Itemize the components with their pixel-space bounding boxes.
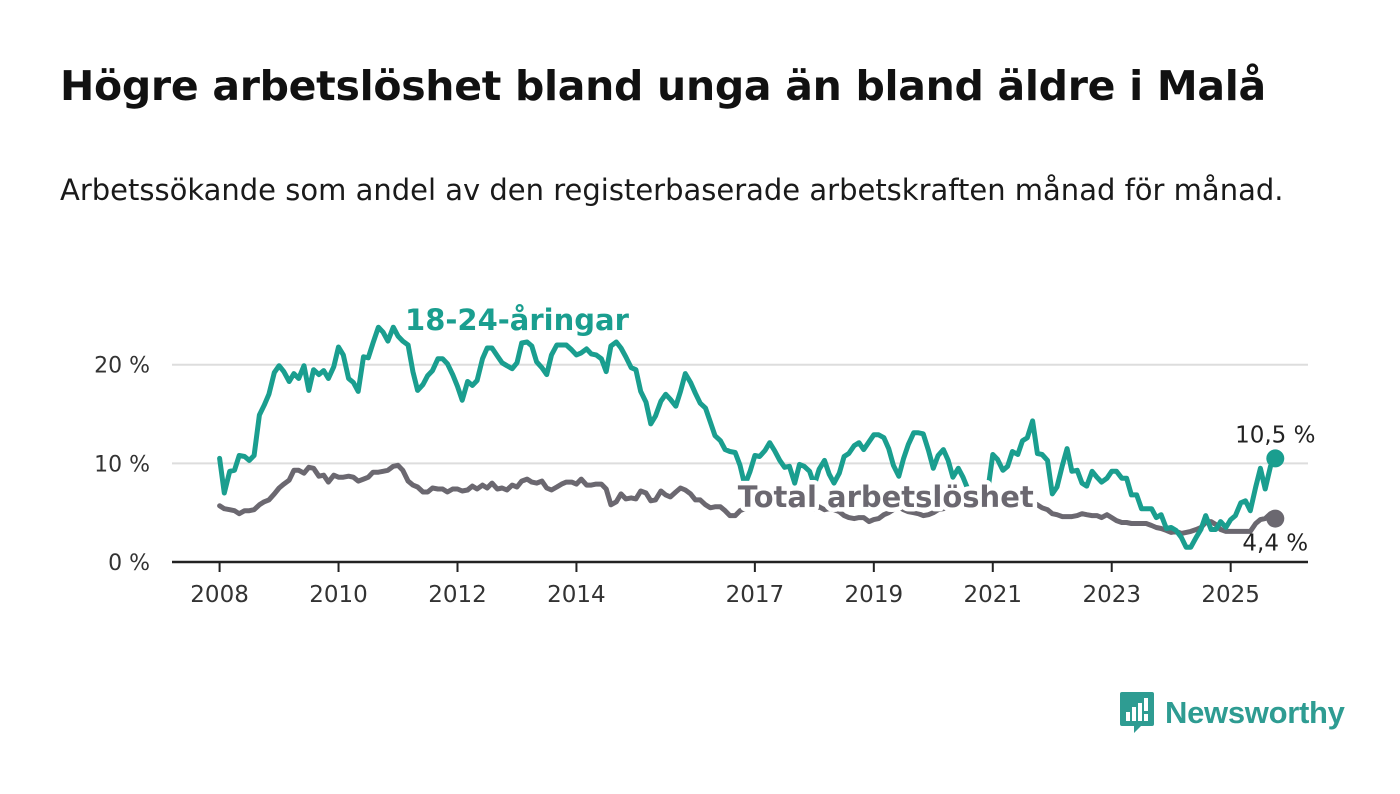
series-end-point xyxy=(1266,449,1285,468)
x-tick-label: 2021 xyxy=(964,582,1023,608)
brand-logo[interactable]: Newsworthy xyxy=(1119,690,1345,736)
series-lines xyxy=(217,324,1278,550)
series-label: 18-24-åringar xyxy=(405,303,630,337)
x-tick-label: 2008 xyxy=(190,582,249,608)
series-line xyxy=(217,324,1278,550)
x-tick-label: 2023 xyxy=(1082,582,1141,608)
y-axis-ticks: 0 % 10 % 20 % xyxy=(94,354,150,576)
x-tick-label: 2017 xyxy=(726,582,785,608)
series-label-halo: 18-24-åringar xyxy=(405,303,630,337)
series-end-point xyxy=(1266,509,1285,528)
end-value-label: 10,5 % xyxy=(1235,422,1315,448)
series-line xyxy=(217,462,1278,536)
x-axis: 2008 2010 2012 2014 2017 2019 2021 2023 2025 xyxy=(172,560,1308,608)
grid-lines xyxy=(172,363,1308,465)
end-value-label: 4,4 % xyxy=(1242,531,1308,557)
x-tick-label: 2012 xyxy=(428,582,487,608)
series-label: Total arbetslöshet xyxy=(738,480,1034,514)
y-tick-label: 10 % xyxy=(94,452,150,477)
x-tick-label: 2019 xyxy=(845,582,904,608)
brand-name: Newsworthy xyxy=(1165,695,1345,730)
x-tick-label: 2014 xyxy=(547,582,606,608)
chart-subtitle: Arbetssökande som andel av den registerb… xyxy=(60,173,1284,207)
series-label-halo: Total arbetslöshet xyxy=(738,480,1034,514)
y-tick-label: 20 % xyxy=(94,354,150,379)
chart-title: Högre arbetslöshet bland unga än bland ä… xyxy=(60,62,1266,110)
y-tick-label: 0 % xyxy=(108,551,150,576)
bar-chart-speech-bubble-icon xyxy=(1120,692,1154,733)
x-tick-label: 2025 xyxy=(1201,582,1260,608)
x-tick-label: 2010 xyxy=(309,582,368,608)
